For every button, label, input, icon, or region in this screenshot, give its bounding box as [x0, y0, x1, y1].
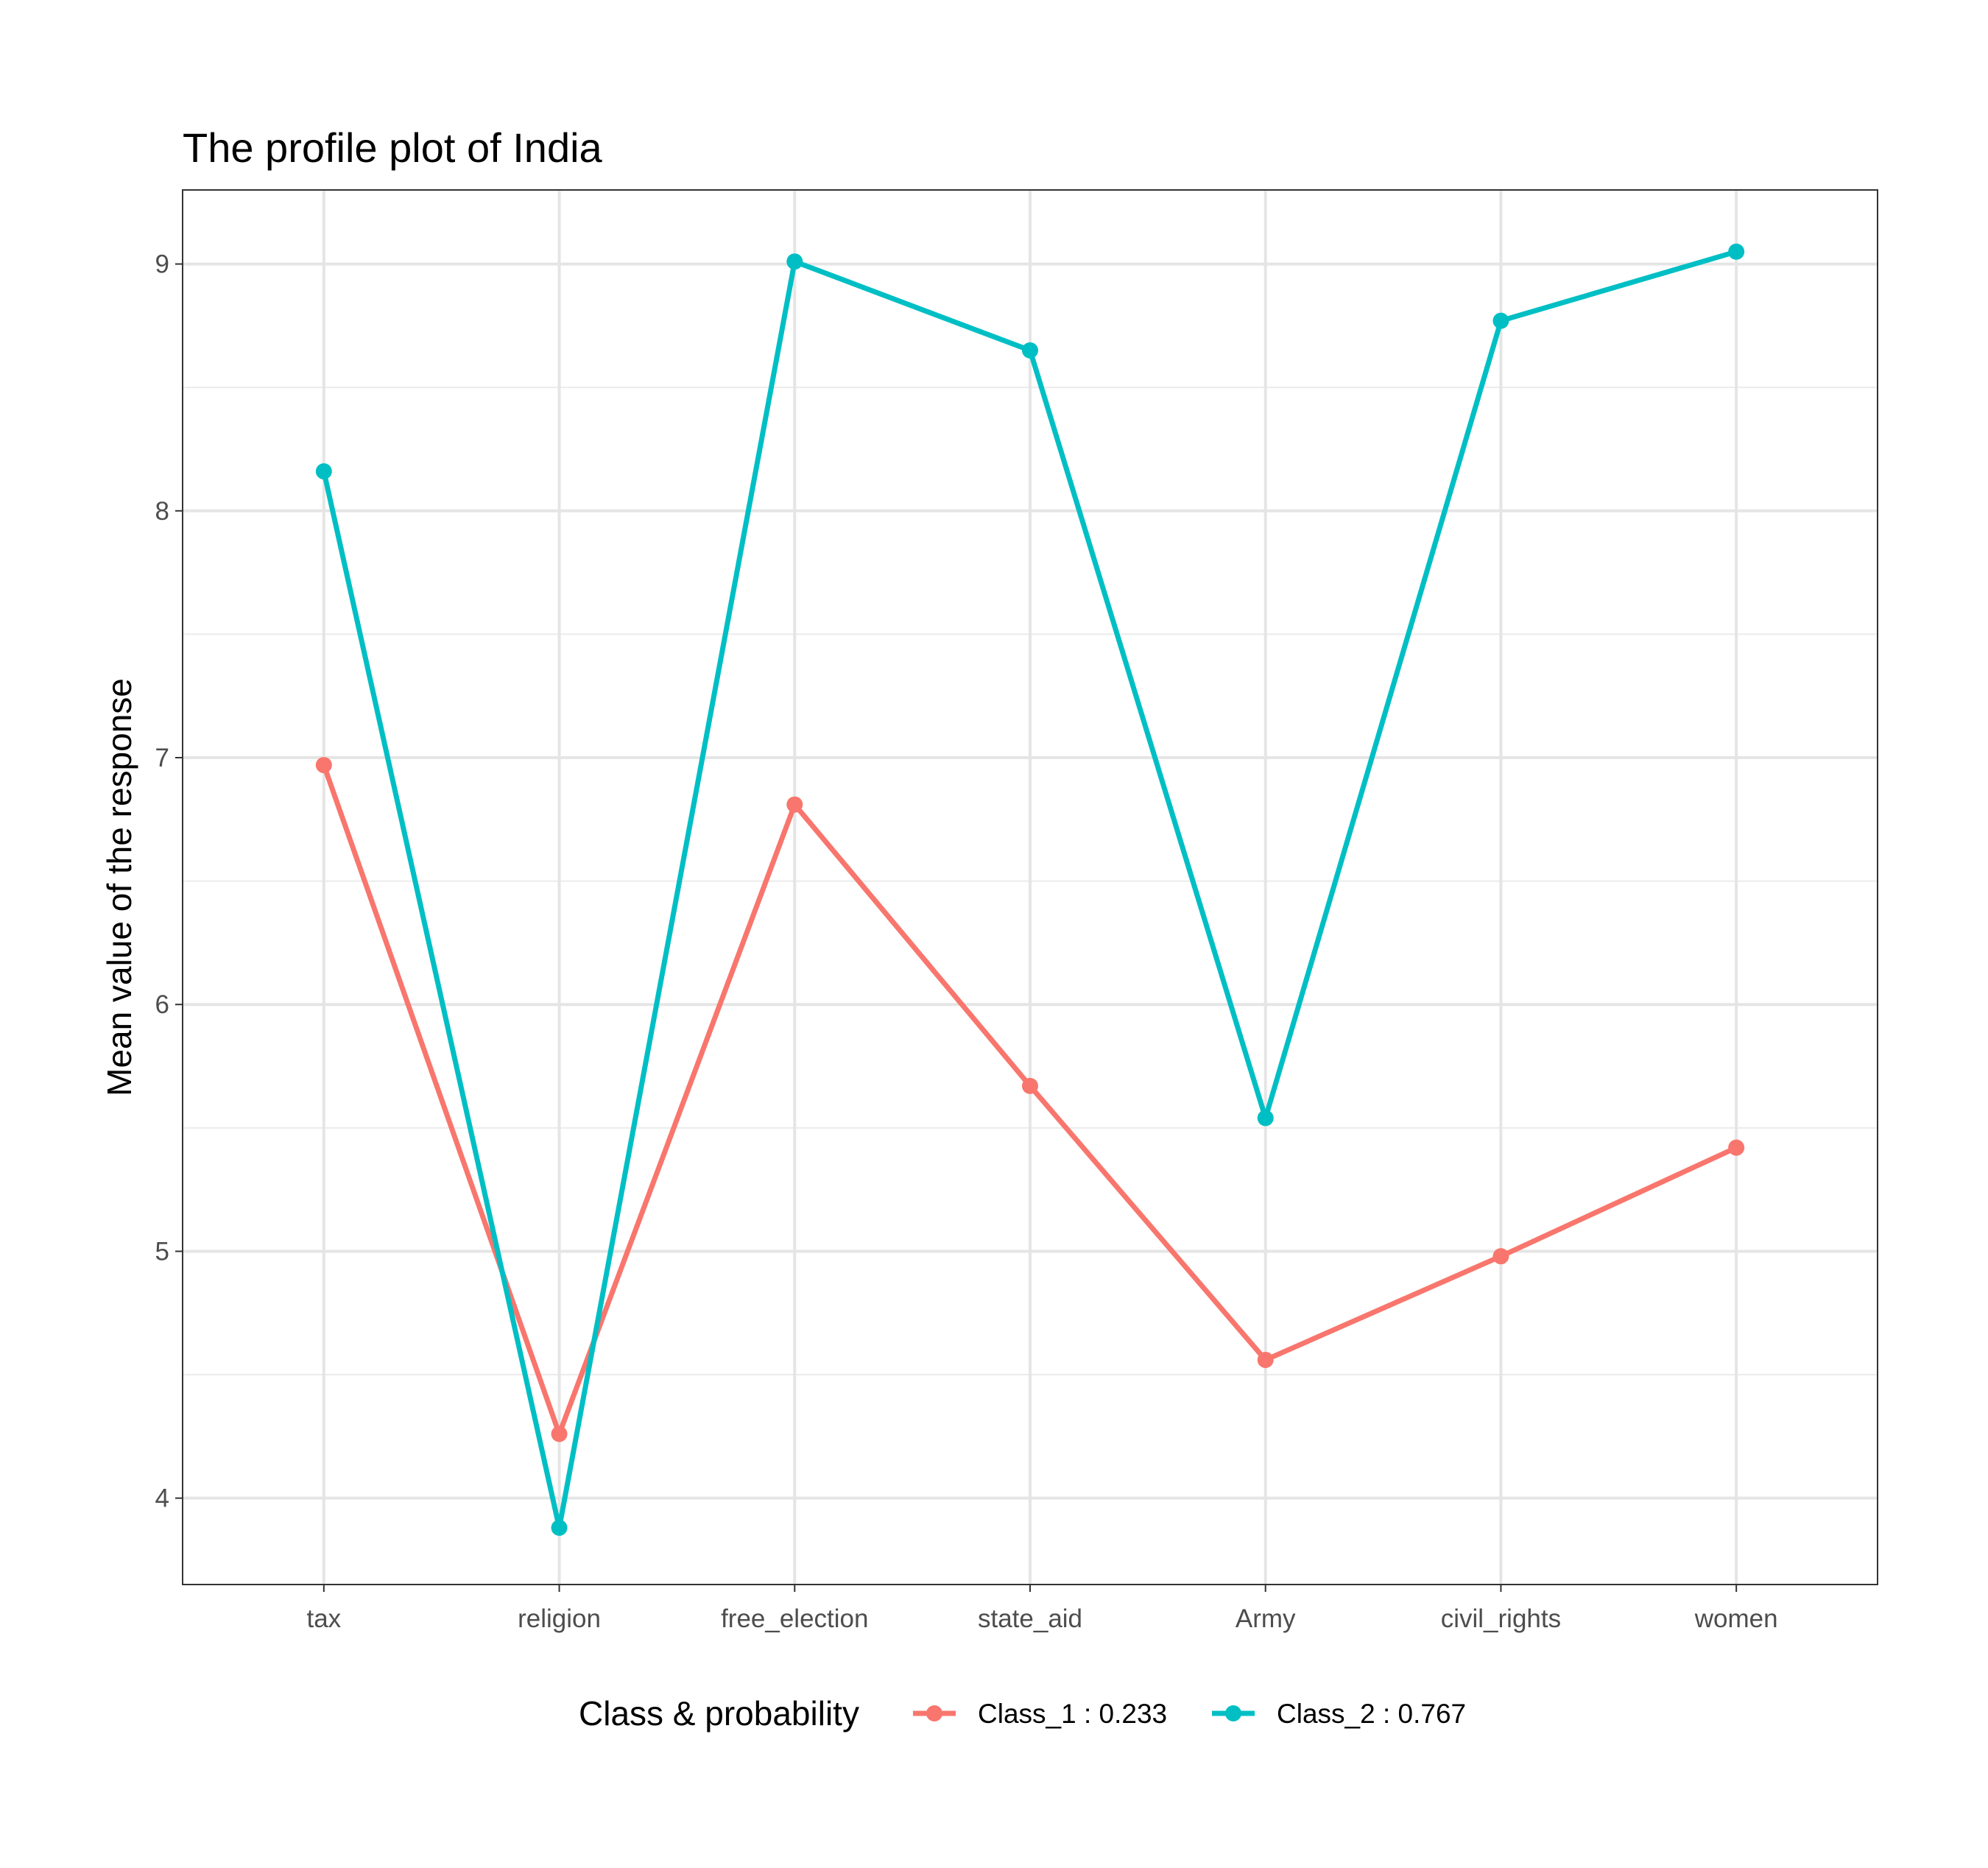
legend-title: Class & probability: [579, 1694, 859, 1733]
data-point: [786, 253, 803, 270]
data-point: [1492, 312, 1509, 329]
x-tick-label: state_aid: [978, 1604, 1082, 1633]
y-axis-title: Mean value of the response: [100, 678, 138, 1096]
y-tick-label: 6: [155, 990, 169, 1019]
data-point: [551, 1519, 568, 1536]
data-point: [551, 1425, 568, 1442]
chart-title: The profile plot of India: [183, 124, 603, 171]
y-tick-label: 5: [155, 1237, 169, 1266]
legend-label: Class_1 : 0.233: [978, 1699, 1167, 1729]
data-point: [786, 796, 803, 813]
series-2: [315, 243, 1745, 1536]
major-gridlines: [183, 190, 1878, 1585]
series-layer: [315, 243, 1745, 1536]
data-point: [1728, 243, 1745, 260]
data-point: [315, 757, 332, 774]
x-tick-label: civil_rights: [1441, 1604, 1561, 1633]
data-point: [1022, 342, 1038, 359]
legend-item: Class_2 : 0.767: [1212, 1699, 1466, 1729]
data-point: [1257, 1351, 1274, 1368]
data-point: [1492, 1248, 1509, 1265]
legend: Class & probability Class_1 : 0.233 Class…: [579, 1694, 1466, 1733]
y-tick-label: 4: [155, 1484, 169, 1513]
series-1: [315, 757, 1745, 1442]
y-tick-label: 7: [155, 744, 169, 772]
legend-key-point: [926, 1705, 942, 1721]
legend-label: Class_2 : 0.767: [1277, 1699, 1466, 1729]
x-tick-label: women: [1694, 1604, 1778, 1633]
y-axis: 4 5 6 7 8 9: [155, 250, 183, 1513]
data-point: [1728, 1139, 1745, 1156]
legend-items: Class_1 : 0.233 Class_2 : 0.767: [913, 1699, 1466, 1729]
data-point: [1257, 1110, 1274, 1127]
data-point: [315, 463, 332, 480]
x-tick-label: Army: [1236, 1604, 1296, 1633]
x-tick-label: free_election: [721, 1604, 868, 1633]
y-tick-label: 9: [155, 250, 169, 279]
legend-item: Class_1 : 0.233: [913, 1699, 1167, 1729]
y-tick-label: 8: [155, 497, 169, 526]
x-tick-label: religion: [518, 1604, 601, 1633]
x-axis: tax religion free_election state_aid Army civ…: [306, 1585, 1778, 1633]
data-point: [1022, 1077, 1038, 1094]
legend-key-point: [1225, 1705, 1241, 1721]
x-tick-label: tax: [306, 1604, 341, 1633]
